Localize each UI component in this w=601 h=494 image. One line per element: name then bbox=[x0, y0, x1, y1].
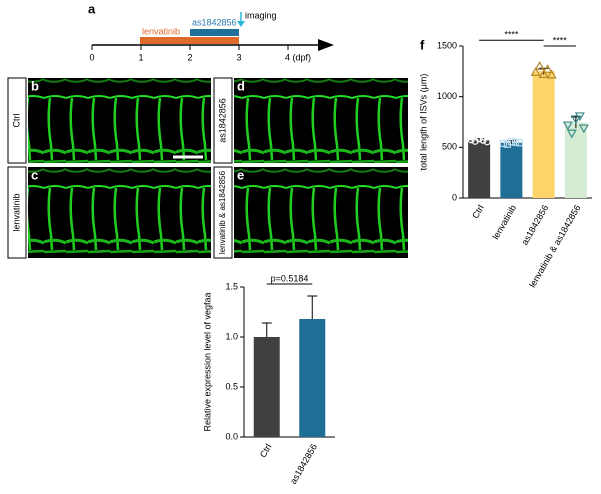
data-point bbox=[538, 69, 549, 78]
panel-label: f bbox=[420, 37, 425, 52]
y-tick-label: 1000 bbox=[437, 91, 457, 101]
time-tick-label: 1 bbox=[138, 52, 143, 62]
treatment-label: as1842856 bbox=[192, 17, 237, 27]
panel-label: a bbox=[88, 1, 96, 16]
data-point bbox=[534, 61, 545, 70]
y-tick-label: 1.5 bbox=[225, 281, 238, 291]
bar bbox=[564, 122, 587, 198]
data-point bbox=[499, 139, 507, 147]
x-tick-label: Ctrl bbox=[470, 203, 486, 220]
condition-label: as1842856 bbox=[217, 98, 227, 143]
bar bbox=[532, 71, 555, 198]
event-arrowhead bbox=[237, 21, 245, 27]
significance-label: **** bbox=[553, 35, 568, 45]
micrograph bbox=[28, 78, 211, 163]
data-point bbox=[479, 136, 487, 144]
condition-box bbox=[7, 77, 27, 164]
time-tick-label: 3 bbox=[236, 52, 241, 62]
condition-label: lenvatinib bbox=[11, 193, 21, 231]
condition-box bbox=[7, 166, 27, 259]
y-tick-label: 1.0 bbox=[225, 331, 238, 341]
significance-label: **** bbox=[504, 30, 519, 40]
event-label: imaging bbox=[245, 10, 277, 20]
timeline: a lenvatinib as1842856 imaging bbox=[88, 1, 334, 51]
data-point bbox=[578, 124, 589, 134]
data-point bbox=[570, 115, 581, 125]
condition-label: Ctrl bbox=[11, 114, 21, 128]
panel-label: e bbox=[237, 167, 244, 182]
x-tick-label: Ctrl bbox=[258, 442, 274, 459]
panel-label: c bbox=[31, 167, 38, 182]
bar bbox=[253, 337, 280, 437]
bar bbox=[299, 319, 326, 437]
data-point bbox=[515, 139, 523, 147]
data-point bbox=[542, 64, 553, 73]
micrograph bbox=[234, 78, 408, 163]
axis-arrow bbox=[318, 39, 334, 51]
treatment-bar bbox=[190, 29, 239, 36]
y-tick-label: 500 bbox=[442, 142, 457, 152]
data-point bbox=[530, 67, 541, 76]
time-tick-label: 4 (dpf) bbox=[285, 52, 311, 62]
panel-label: b bbox=[31, 78, 39, 93]
time-tick-label: 2 bbox=[187, 52, 192, 62]
data-point bbox=[483, 138, 491, 146]
data-point bbox=[511, 138, 519, 146]
condition-label: lenvatinib & as1842856 bbox=[218, 170, 227, 254]
y-tick-label: 1500 bbox=[437, 40, 457, 50]
bar bbox=[468, 140, 491, 198]
treatment-label: lenvatinib bbox=[142, 26, 180, 36]
data-point bbox=[574, 112, 585, 122]
y-axis-label: total length of ISVs (μm) bbox=[418, 74, 428, 171]
data-point bbox=[475, 135, 483, 143]
y-tick-label: 0.5 bbox=[225, 381, 238, 391]
data-point bbox=[546, 69, 557, 79]
data-point bbox=[566, 129, 577, 139]
data-point bbox=[562, 121, 573, 131]
condition-box bbox=[213, 166, 233, 259]
y-tick-label: 0.0 bbox=[225, 431, 238, 441]
treatment-bar bbox=[140, 37, 239, 44]
x-tick-label: lenvatinib bbox=[490, 203, 518, 241]
bar bbox=[500, 142, 523, 198]
significance-label: p=0.5184 bbox=[271, 273, 309, 283]
micrograph bbox=[234, 167, 408, 258]
micrograph bbox=[28, 167, 211, 258]
panel-label: d bbox=[237, 78, 245, 93]
x-tick-label: as1842856 bbox=[519, 203, 550, 247]
x-tick-label: as1842856 bbox=[288, 442, 319, 486]
y-axis-label: Relative expression level of vegfaa bbox=[202, 292, 212, 431]
condition-box bbox=[213, 77, 233, 164]
data-point bbox=[467, 136, 475, 144]
data-point bbox=[507, 138, 515, 146]
y-tick-label: 0 bbox=[452, 192, 457, 202]
time-tick-label: 0 bbox=[89, 52, 94, 62]
